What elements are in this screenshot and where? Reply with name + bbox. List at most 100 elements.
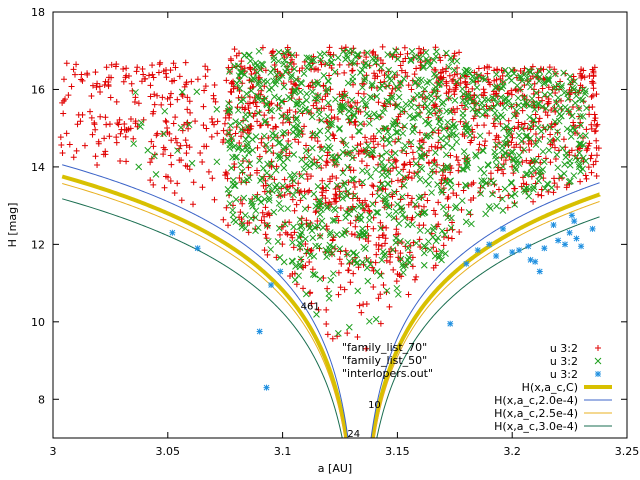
- family-70-point: [448, 235, 455, 242]
- family-50-point: [285, 93, 292, 101]
- family-50-point: [463, 153, 470, 161]
- family-50-point: [296, 107, 304, 115]
- family-70-point: [449, 78, 456, 85]
- family-70-point: [481, 122, 488, 129]
- family-50-point: [394, 55, 402, 63]
- family-70-point: [236, 140, 243, 147]
- family-50-point: [401, 174, 409, 182]
- series-interlopers: [169, 212, 596, 391]
- family-50-point: [377, 272, 384, 279]
- family-70-point: [120, 66, 127, 73]
- family-70-point: [409, 214, 416, 221]
- family-50-point: [271, 93, 278, 101]
- family-50-point: [421, 150, 429, 158]
- family-50-point: [303, 54, 311, 62]
- family-50-point: [355, 202, 363, 210]
- family-70-point: [100, 151, 107, 158]
- family-50-point: [213, 158, 221, 166]
- family-50-point: [350, 111, 358, 118]
- family-50-point: [268, 187, 276, 195]
- family-70-point: [182, 137, 189, 144]
- family-50-point: [444, 164, 452, 172]
- family-70-point: [150, 181, 157, 188]
- family-50-point: [567, 177, 574, 185]
- family-70-point: [170, 120, 177, 127]
- family-50-point: [442, 151, 450, 159]
- family-70-point: [264, 211, 271, 218]
- family-70-point: [236, 175, 243, 182]
- family-70-point: [63, 130, 70, 137]
- family-70-point: [167, 90, 174, 97]
- family-70-point: [65, 92, 72, 99]
- family-50-point: [509, 155, 517, 162]
- family-50-point: [225, 105, 233, 113]
- family-50-point: [545, 76, 553, 84]
- family-70-point: [370, 48, 377, 55]
- family-50-point: [571, 126, 578, 134]
- family-70-point: [210, 95, 217, 102]
- family-50-point: [307, 158, 315, 166]
- family-70-point: [545, 188, 552, 195]
- family-50-point: [493, 100, 501, 107]
- family-70-point: [401, 161, 408, 168]
- family-50-point: [296, 223, 304, 230]
- family-70-point: [548, 106, 555, 113]
- family-70-point: [554, 183, 561, 190]
- family-50-point: [280, 83, 288, 91]
- family-50-point: [316, 51, 324, 58]
- family-50-point: [525, 79, 532, 86]
- family-50-point: [474, 93, 481, 101]
- family-50-point: [523, 132, 531, 140]
- family-50-point: [185, 121, 193, 128]
- family-70-point: [445, 234, 452, 241]
- family-70-point: [117, 157, 124, 164]
- family-50-point: [468, 220, 475, 228]
- family-50-point: [265, 197, 273, 204]
- family-50-point: [327, 59, 335, 67]
- family-70-point: [586, 111, 593, 118]
- family-50-point: [313, 311, 320, 318]
- family-50-point: [359, 84, 366, 91]
- family-70-point: [163, 118, 170, 125]
- family-70-point: [314, 218, 321, 225]
- family-50-point: [144, 146, 152, 154]
- family-70-point: [500, 170, 507, 177]
- family-70-point: [225, 222, 232, 229]
- family-50-point: [276, 191, 284, 199]
- family-50-point: [463, 66, 471, 74]
- family-50-point: [311, 271, 319, 279]
- family-50-point: [391, 149, 399, 157]
- family-50-point: [325, 245, 333, 253]
- family-50-point: [252, 207, 260, 215]
- family-50-point: [449, 123, 456, 130]
- family-50-point: [385, 66, 393, 74]
- family-70-point: [363, 255, 370, 262]
- family-50-point: [528, 95, 536, 102]
- family-50-point: [388, 93, 396, 100]
- family-50-point: [291, 276, 299, 284]
- legend-label-curve-2-5: H(x,a_c,2.5e-4): [494, 407, 578, 420]
- family-70-point: [92, 153, 99, 160]
- family-70-point: [123, 158, 130, 165]
- family-50-point: [440, 125, 448, 133]
- family-50-point: [290, 191, 297, 199]
- family-70-point: [417, 59, 424, 66]
- family-50-point: [395, 169, 403, 177]
- interloper-point: [532, 258, 539, 265]
- family-50-point: [556, 110, 563, 118]
- family-70-point: [174, 139, 181, 146]
- family-70-point: [545, 84, 552, 91]
- family-50-point: [400, 182, 408, 189]
- family-50-point: [292, 116, 300, 123]
- family-50-point: [357, 120, 364, 128]
- family-50-point: [263, 169, 271, 177]
- family-70-point: [268, 100, 275, 107]
- family-70-point: [254, 167, 261, 174]
- interloper-point: [550, 222, 557, 228]
- family-50-point: [397, 255, 405, 263]
- family-50-point: [535, 67, 543, 75]
- family-50-point: [293, 98, 301, 106]
- family-50-point: [299, 99, 306, 107]
- family-70-point: [469, 128, 476, 135]
- family-70-point: [313, 207, 320, 214]
